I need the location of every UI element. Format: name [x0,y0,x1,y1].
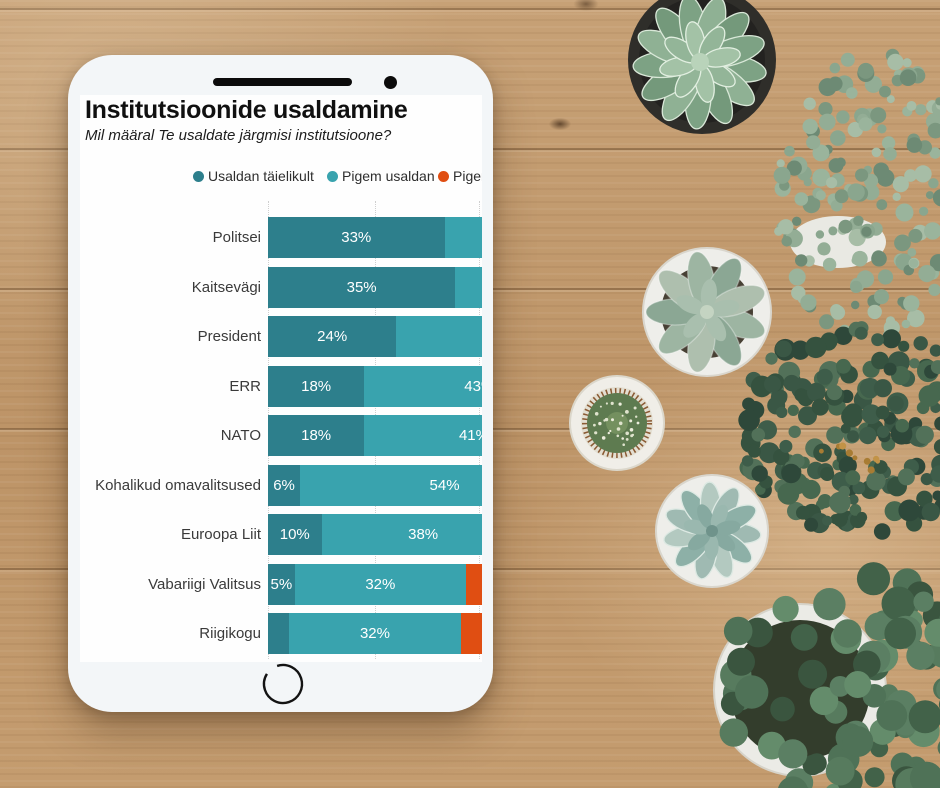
bar-row: Euroopa Liit 10% 38% [80,510,482,560]
echeveria-blue-photo [655,474,769,588]
category-label: Riigikogu [199,625,261,643]
bar-row: Vabariigi Valitsus 5% 32% [80,560,482,610]
bar-segment: 43% [364,365,482,407]
bar-row: Politsei 33% [80,213,482,263]
bar-track: 35% [268,266,482,308]
camera-dot [384,76,397,89]
bar-value-label: 6% [273,476,295,494]
pachyphytum-white-pot-photo [642,247,772,377]
legend-dot-icon [193,170,204,182]
bar-segment: 54% [300,464,482,506]
bar-row: ERR 18% 43% [80,362,482,412]
legend-label: Pigem ei usa [453,168,482,184]
category-label: ERR [229,377,261,395]
bar-segment: 32% [289,613,461,655]
bar-row: President 24% [80,312,482,362]
bar-track: 10% 38% [268,514,482,556]
bar-segment: 35% [268,266,456,308]
legend-item: Pigem ei usa [438,168,482,184]
bar-track: 6% 54% [268,464,482,506]
bar-row: Riigikogu 32% [80,609,482,659]
bar-chart: Politsei 33% Kaitsevägi 35% President 24% ERR 1… [80,213,482,659]
bar-segment: 33% [268,217,445,259]
sedum-dark-plant-photo [738,321,940,540]
chart-screen: Institutsioonide usaldamine Mil määral T… [80,95,482,662]
bar-segment: 6% [268,464,301,506]
bar-value-label: 32% [365,575,396,593]
echeveria-dark-pot-photo [628,0,776,134]
bar-value-label: 18% [301,427,332,445]
bar-segment [465,563,482,605]
category-label: Vabariigi Valitsus [148,575,261,593]
bar-segment: 18% [268,365,365,407]
bar-segment: 24% [268,316,397,358]
phone-mockup: Institutsioonide usaldamine Mil määral T… [68,55,493,712]
category-label: NATO [220,427,261,445]
chart-subtitle: Mil määral Te usaldate järgmisi institut… [85,127,392,144]
bar-segment [268,613,290,655]
legend-item: Pigem usaldan [327,168,435,184]
bar-track: 18% 43% [268,365,482,407]
bar-value-label: 54% [429,476,460,494]
home-button [262,663,304,705]
bar-segment [396,316,482,358]
category-label: Kaitsevägi [191,278,261,296]
category-label: Euroopa Liit [180,526,261,544]
bar-track: 33% [268,217,482,259]
bar-value-label: 32% [359,625,390,643]
bar-segment: 32% [294,563,466,605]
legend-dot-icon [438,170,449,182]
bar-segment [455,266,482,308]
bar-value-label: 35% [346,278,377,296]
bar-row: Kohalikud omavalitsused 6% 54% [80,461,482,511]
bar-track: 18% 41% [268,415,482,457]
bar-value-label: 33% [341,229,372,247]
bar-value-label: 18% [301,377,332,395]
jade-plant-photo [713,562,940,788]
bar-value-label: 43% [464,377,482,395]
bar-segment: 41% [364,415,482,457]
bar-track: 24% [268,316,482,358]
legend-label: Usaldan täielikult [208,168,314,184]
category-label: Politsei [212,229,261,247]
legend-label: Pigem usaldan [342,168,435,184]
bar-segment: 38% [321,514,482,556]
bar-value-label: 24% [317,328,348,346]
bar-row: NATO 18% 41% [80,411,482,461]
legend-dot-icon [327,170,338,182]
bar-segment: 5% [268,563,295,605]
category-label: Kohalikud omavalitsused [95,476,261,494]
bar-track: 5% 32% [268,563,482,605]
bar-value-label: 38% [408,526,439,544]
chart-title: Institutsioonide usaldamine [85,96,408,124]
legend-item: Usaldan täielikult [193,168,314,184]
bar-track: 32% [268,613,482,655]
bar-segment [444,217,482,259]
speaker-slot [213,78,352,86]
bar-segment: 18% [268,415,365,457]
bar-value-label: 5% [270,575,293,593]
bar-segment [460,613,482,655]
eucalyptus-plant-photo [773,48,940,345]
bar-value-label: 10% [279,526,310,544]
cactus-photo [569,375,665,471]
bar-row: Kaitsevägi 35% [80,263,482,313]
bar-segment: 10% [268,514,322,556]
bar-value-label: 41% [458,427,482,445]
category-label: President [197,328,261,346]
